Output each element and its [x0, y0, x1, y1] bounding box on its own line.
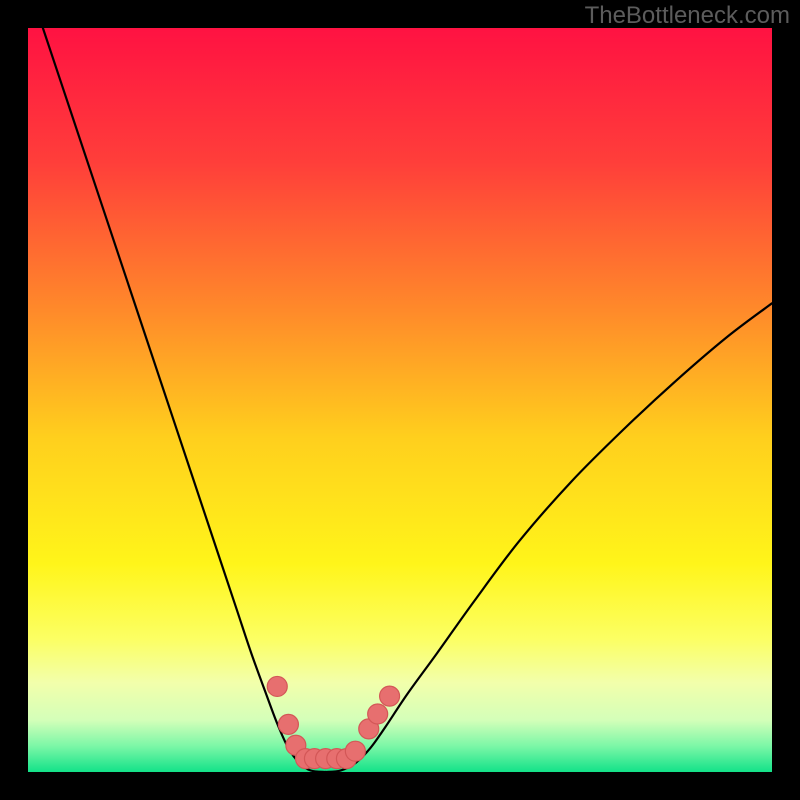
curve-layer — [28, 28, 772, 772]
left-curve — [43, 28, 326, 772]
data-marker — [345, 741, 365, 761]
data-marker — [267, 676, 287, 696]
data-marker — [368, 704, 388, 724]
data-marker — [380, 686, 400, 706]
chart-frame: TheBottleneck.com — [0, 0, 800, 800]
data-marker — [278, 714, 298, 734]
plot-area — [28, 28, 772, 772]
watermark-text: TheBottleneck.com — [585, 2, 790, 30]
